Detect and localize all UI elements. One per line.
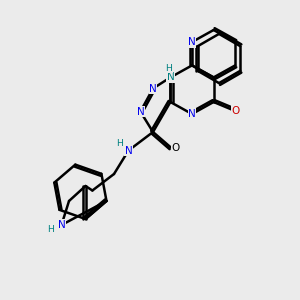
Text: O: O	[171, 142, 180, 153]
Text: N: N	[136, 106, 144, 117]
Text: N: N	[149, 83, 157, 94]
Text: N: N	[124, 146, 132, 156]
Text: N: N	[188, 37, 196, 47]
Text: H: H	[116, 139, 123, 148]
Text: N: N	[188, 109, 196, 119]
Text: N: N	[167, 72, 174, 82]
Text: N: N	[58, 220, 65, 230]
Text: H: H	[166, 64, 172, 73]
Text: H: H	[48, 225, 54, 234]
Text: O: O	[231, 106, 239, 116]
